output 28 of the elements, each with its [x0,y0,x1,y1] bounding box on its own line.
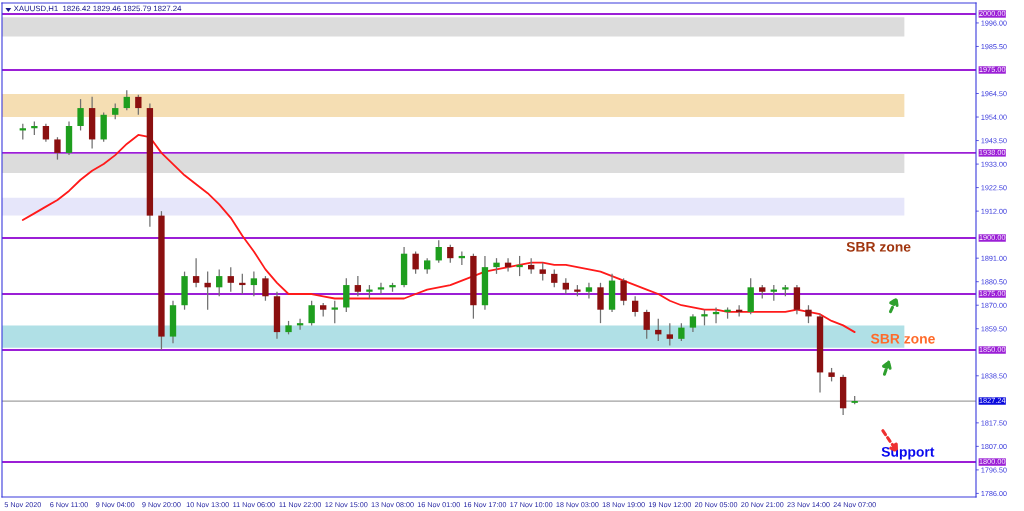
candlestick [377,282,385,295]
annotation: SBR zone [846,241,911,252]
candlestick [250,270,258,297]
candlestick [262,275,269,302]
candlestick [620,277,627,306]
candlestick [54,136,61,161]
candlestick [435,239,442,264]
candlestick [643,309,650,340]
candlestick [135,94,142,116]
candlestick [793,284,801,315]
candlestick [77,98,84,132]
candlestick [585,282,593,300]
text: SBR zone [870,333,935,344]
candlestick [308,300,315,327]
candlestick [412,250,419,275]
candlestick [192,257,200,288]
candlestick [666,322,673,347]
candlestick [216,268,223,297]
candlestick [331,300,338,324]
candlestick [343,277,350,313]
candlestick [204,270,211,311]
candlestick [516,255,523,277]
candlestick [354,275,362,297]
candlestick [597,282,604,324]
candlestick [631,295,639,318]
text: Support [881,446,935,460]
candlestick [227,266,234,293]
candlestick [123,89,130,111]
